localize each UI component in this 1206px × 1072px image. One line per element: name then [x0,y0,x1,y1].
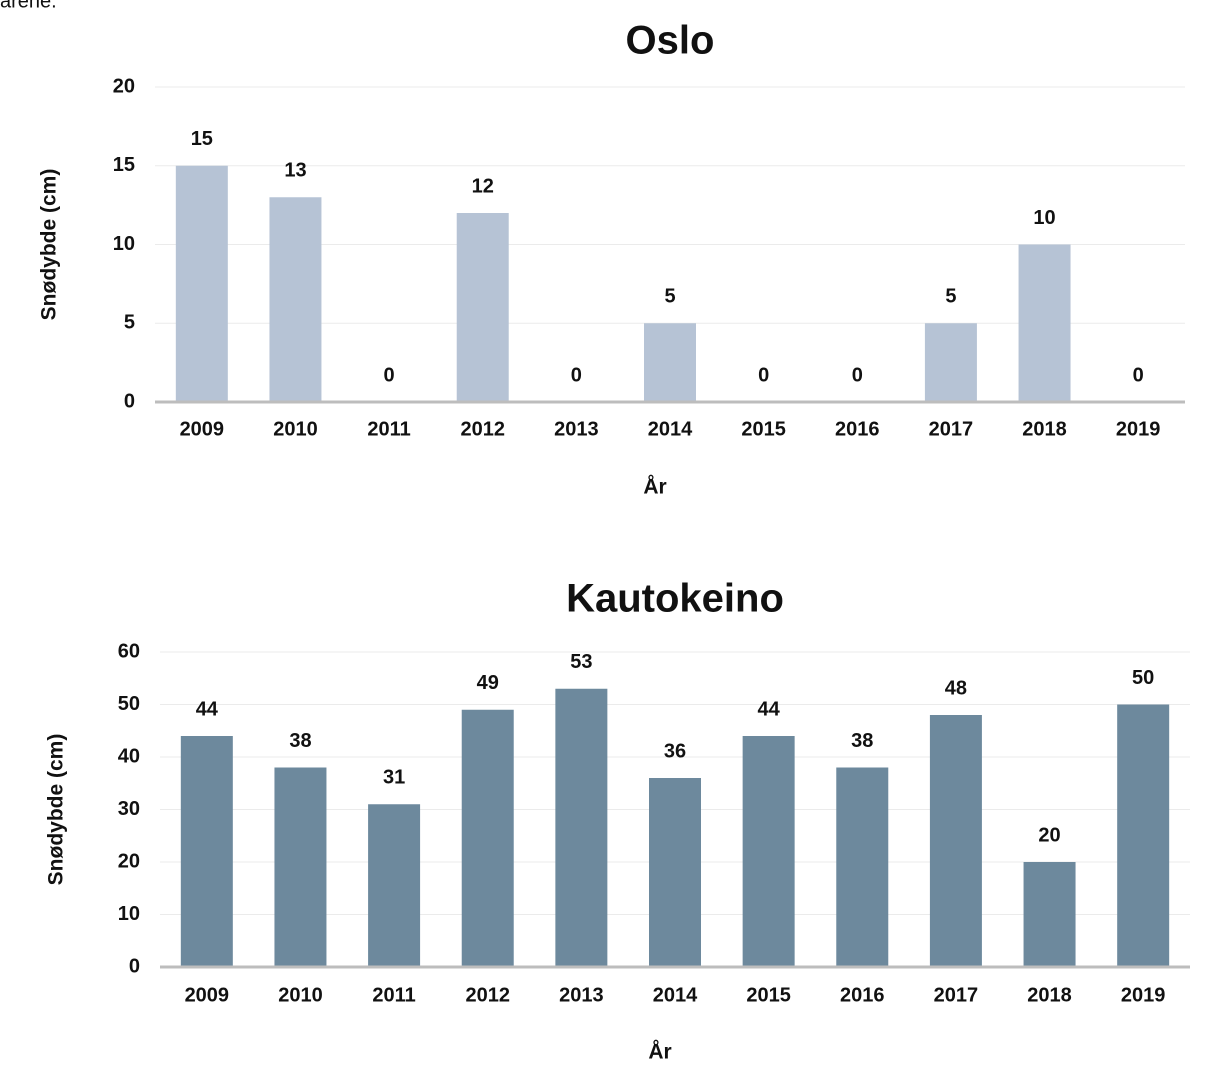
x-tick-label: 2015 [741,418,786,440]
x-tick-label: 2018 [1022,418,1067,440]
data-label: 12 [472,175,494,197]
x-tick-label: 2015 [746,984,791,1006]
x-tick-label: 2009 [185,984,230,1006]
data-label: 0 [571,364,582,386]
bar [269,197,322,402]
x-tick-label: 2018 [1027,984,1072,1006]
x-tick-label: 2016 [835,418,880,440]
data-label: 48 [945,677,967,699]
bar [742,736,795,967]
data-label: 13 [284,160,306,182]
data-label: 20 [1038,824,1060,846]
x-tick-label: 2017 [929,418,974,440]
bar [1023,862,1076,967]
bar [924,323,977,402]
bar [175,165,228,402]
x-tick-label: 2010 [273,418,318,440]
x-tick-label: 2011 [367,418,410,440]
bar [644,323,696,402]
x-tick-label: 2012 [465,984,510,1006]
x-tick-label: 2013 [554,418,599,440]
data-label: 5 [945,286,956,308]
x-tick-label: 2016 [840,984,885,1006]
data-label: 0 [758,364,769,386]
data-label: 36 [664,740,686,762]
y-tick-label: 60 [118,640,140,662]
data-label: 0 [852,364,863,386]
y-tick-label: 20 [113,75,135,97]
bar [368,804,421,967]
y-tick-label: 15 [113,154,135,176]
data-label: 44 [196,698,219,720]
x-tick-label: 2019 [1121,984,1166,1006]
bar [836,767,889,967]
data-label: 0 [384,364,395,386]
bar [180,736,233,967]
y-tick-label: 40 [118,745,140,767]
chart-title: Kautokeino [566,577,784,621]
y-tick-label: 30 [118,798,140,820]
data-label: 44 [758,698,781,720]
caption: arene. [0,0,57,12]
x-tick-label: 2009 [180,418,225,440]
data-label: 38 [851,730,873,752]
bar [1117,704,1170,967]
x-tick-label: 2013 [559,984,604,1006]
y-tick-label: 20 [118,850,140,872]
x-tick-label: 2010 [278,984,323,1006]
x-axis-title: År [648,1040,671,1064]
bar [929,715,982,967]
x-tick-label: 2014 [653,984,698,1006]
y-axis-title: Snødybde (cm) [38,169,61,321]
data-label: 5 [664,286,675,308]
bar [274,767,327,967]
data-label: 31 [383,767,405,789]
x-tick-label: 2012 [460,418,505,440]
y-tick-label: 10 [118,903,140,925]
bar [1018,244,1071,402]
x-axis-title: År [643,475,666,499]
data-label: 10 [1033,207,1055,229]
bar [649,778,701,967]
x-tick-label: 2011 [372,984,415,1006]
y-tick-label: 50 [118,693,140,715]
bar [456,213,509,402]
x-tick-label: 2014 [648,418,693,440]
y-tick-label: 0 [124,390,135,412]
y-tick-label: 10 [113,233,135,255]
bar [555,688,608,967]
x-tick-label: 2017 [934,984,979,1006]
data-label: 0 [1133,364,1144,386]
y-tick-label: 5 [124,312,135,334]
x-tick-label: 2019 [1116,418,1161,440]
y-axis-title: Snødybde (cm) [45,734,68,886]
data-label: 50 [1132,667,1154,689]
data-label: 38 [289,730,311,752]
data-label: 15 [191,128,213,150]
data-label: 53 [570,651,592,673]
bar [461,709,514,967]
data-label: 49 [477,672,499,694]
chart-title: Oslo [626,19,715,63]
y-tick-label: 0 [129,955,140,977]
